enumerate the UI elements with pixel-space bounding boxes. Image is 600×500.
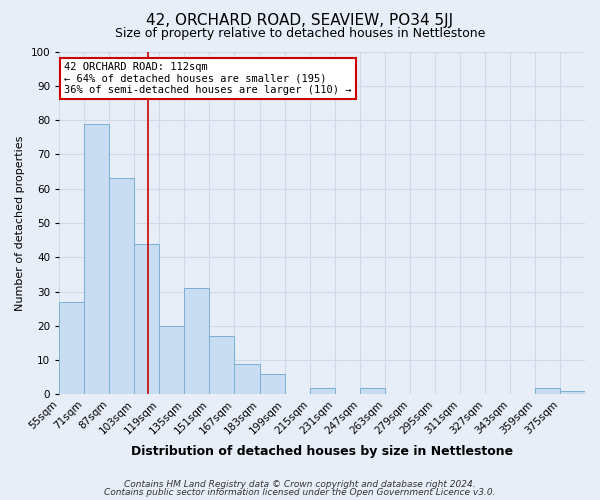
- Text: Contains HM Land Registry data © Crown copyright and database right 2024.: Contains HM Land Registry data © Crown c…: [124, 480, 476, 489]
- Bar: [535, 388, 560, 394]
- Bar: [359, 388, 385, 394]
- Bar: [160, 326, 184, 394]
- Text: Size of property relative to detached houses in Nettlestone: Size of property relative to detached ho…: [115, 28, 485, 40]
- Bar: [209, 336, 235, 394]
- Bar: [310, 388, 335, 394]
- Text: Contains public sector information licensed under the Open Government Licence v3: Contains public sector information licen…: [104, 488, 496, 497]
- Bar: [184, 288, 209, 395]
- Bar: [109, 178, 134, 394]
- X-axis label: Distribution of detached houses by size in Nettlestone: Distribution of detached houses by size …: [131, 444, 513, 458]
- Text: 42 ORCHARD ROAD: 112sqm
← 64% of detached houses are smaller (195)
36% of semi-d: 42 ORCHARD ROAD: 112sqm ← 64% of detache…: [64, 62, 352, 95]
- Y-axis label: Number of detached properties: Number of detached properties: [15, 136, 25, 310]
- Bar: [235, 364, 260, 394]
- Bar: [84, 124, 109, 394]
- Bar: [134, 244, 160, 394]
- Bar: [560, 391, 585, 394]
- Bar: [260, 374, 284, 394]
- Bar: [59, 302, 84, 394]
- Text: 42, ORCHARD ROAD, SEAVIEW, PO34 5JJ: 42, ORCHARD ROAD, SEAVIEW, PO34 5JJ: [146, 12, 454, 28]
